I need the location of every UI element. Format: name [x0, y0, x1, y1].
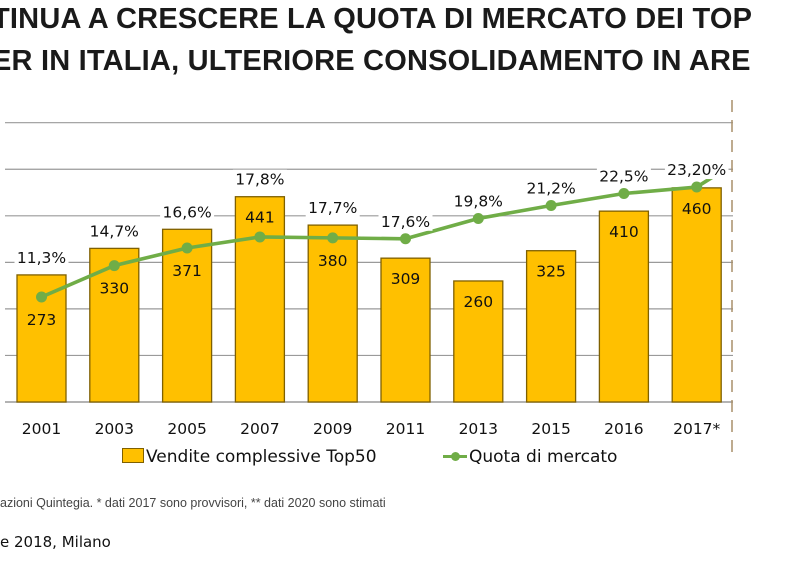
- source-footnote: azioni Quintegia. * dati 2017 sono provv…: [0, 496, 386, 510]
- x-tick-label-2001: 2001: [22, 420, 61, 438]
- percent-label-text: 17,6%: [381, 213, 430, 231]
- quota-point-2013: [472, 212, 484, 224]
- legend-label-quota: Quota di mercato: [469, 447, 618, 467]
- percent-label-bg: [524, 178, 579, 198]
- slide-title-line-1: TINUA A CRESCERE LA QUOTA DI MERCATO DEI…: [0, 3, 753, 35]
- x-tick-label-2005: 2005: [167, 420, 206, 438]
- bar-value-label-2011: 309: [391, 270, 421, 288]
- percent-label-bg: [451, 191, 506, 211]
- percent-label-2001: 11,3%: [14, 248, 69, 267]
- percent-label-2007: 17,8%: [232, 169, 287, 189]
- bar-2009: [307, 224, 358, 403]
- percent-label-text: 17,7%: [308, 199, 357, 217]
- percent-label-bg: [664, 160, 729, 180]
- x-axis-tick-labels: 2001 2003 2005 2007 2009 2011 2013 2015 2016 2017…: [22, 420, 721, 438]
- x-tick-label-2017: 2017*: [673, 420, 720, 438]
- quota-point-2001: [36, 291, 47, 303]
- quota-point-2003: [108, 260, 120, 272]
- bar-value-label-2005: 371: [172, 262, 202, 280]
- bar-2016: [598, 210, 650, 403]
- percent-label-text: 16,6%: [162, 203, 211, 221]
- legend-entry-quota: Quota di mercato: [443, 447, 617, 467]
- bar-2005: [161, 228, 213, 403]
- quota-point-2009: [327, 232, 339, 244]
- slide-footer: e 2018, Milano: [0, 533, 111, 551]
- percent-label-bg: [14, 248, 69, 267]
- bar-value-label-2017: 460: [682, 200, 712, 218]
- legend-line-marker-icon: [443, 450, 467, 463]
- x-tick-label-2015: 2015: [531, 420, 570, 438]
- percent-label-2009: 17,7%: [305, 198, 360, 218]
- legend-entry-vendite: Vendite complessive Top50: [122, 447, 377, 467]
- percent-label-2003: 14,7%: [87, 221, 142, 241]
- quota-point-2005: [181, 242, 193, 254]
- percent-label-text: 11,3%: [17, 249, 66, 267]
- percent-labels: 11,3% 14,7% 16,6% 17,8% 17,7% 17,6% 19,8% 21,2%…: [14, 160, 729, 267]
- quota-point-2007: [254, 231, 266, 243]
- percent-label-bg: [305, 198, 360, 218]
- quota-point-2016: [618, 188, 630, 200]
- bar-2011: [380, 257, 431, 403]
- percent-label-text: 17,8%: [235, 171, 284, 189]
- bar-2015: [525, 250, 577, 403]
- quota-point-2011: [400, 233, 411, 245]
- bar-2017: [671, 187, 722, 403]
- bar-value-label-2013: 260: [464, 293, 494, 311]
- percent-label-bg: [378, 211, 433, 231]
- x-tick-label-2011: 2011: [386, 420, 425, 438]
- percent-label-bg: [87, 221, 142, 241]
- line-series-quota: [36, 170, 722, 303]
- x-tick-label-2013: 2013: [459, 420, 498, 438]
- legend-bar-swatch-icon: [122, 448, 144, 463]
- quota-point-2015: [545, 200, 557, 212]
- bar-value-label-2015: 325: [536, 263, 566, 281]
- percent-label-2015: 21,2%: [524, 178, 579, 198]
- percent-label-text: 22,5%: [599, 168, 648, 186]
- legend-label-vendite: Vendite complessive Top50: [146, 447, 377, 467]
- percent-label-bg: [160, 202, 215, 222]
- slide-title-line-2: ER IN ITALIA, ULTERIORE CONSOLIDAMENTO I…: [0, 45, 751, 77]
- bar-value-label-2001: 273: [27, 311, 57, 329]
- bar-value-labels: 273 330 371 441 380 309 260 325 410 460: [27, 200, 712, 329]
- percent-label-bg: [596, 166, 651, 186]
- percent-label-bg: [232, 169, 287, 189]
- percent-label-2005: 16,6%: [160, 202, 215, 222]
- percent-label-2011: 17,6%: [378, 211, 433, 231]
- x-tick-label-2003: 2003: [95, 420, 134, 438]
- bar-2007: [234, 196, 286, 403]
- percent-label-2017: 23,20%: [664, 160, 729, 180]
- bar-value-label-2007: 441: [245, 209, 275, 227]
- bar-2013: [453, 280, 504, 403]
- bar-2001: [16, 274, 67, 403]
- quota-point-2017: [691, 181, 703, 193]
- bar-value-label-2016: 410: [609, 223, 639, 241]
- percent-label-text: 14,7%: [90, 222, 139, 240]
- percent-label-text: 19,8%: [454, 192, 503, 210]
- x-tick-label-2009: 2009: [313, 420, 352, 438]
- x-tick-label-2016: 2016: [604, 420, 643, 438]
- percent-label-text: 23,20%: [667, 161, 726, 179]
- percent-label-2013: 19,8%: [451, 191, 506, 211]
- bar-value-label-2009: 380: [318, 252, 348, 270]
- percent-label-text: 21,2%: [526, 180, 575, 198]
- bar-value-label-2003: 330: [100, 280, 130, 298]
- percent-label-2016: 22,5%: [596, 166, 651, 186]
- x-tick-label-2007: 2007: [240, 420, 279, 438]
